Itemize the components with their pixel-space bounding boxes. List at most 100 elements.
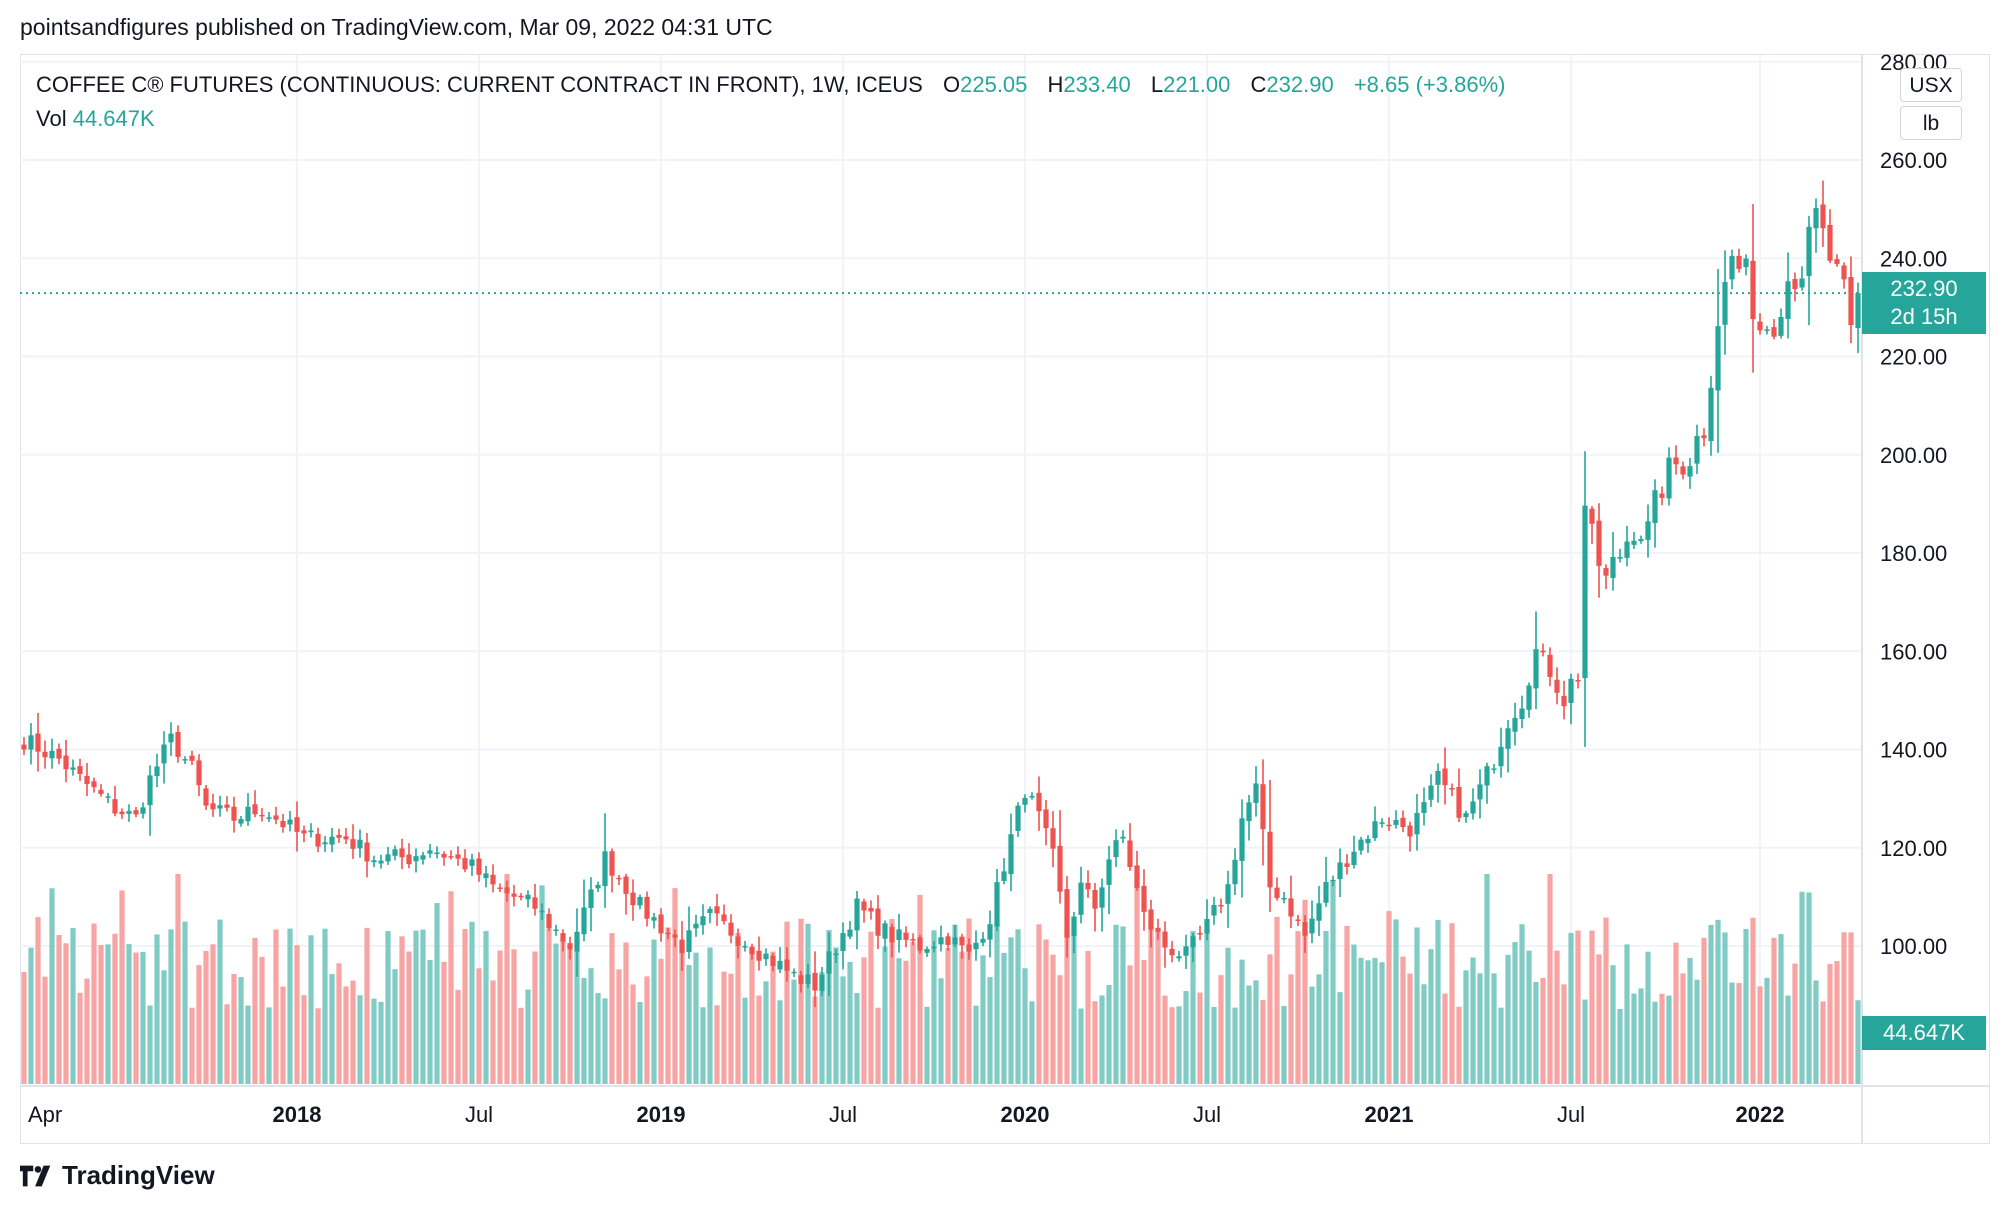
volume-bar <box>371 998 377 1084</box>
volume-bar <box>1253 980 1259 1084</box>
candle-body <box>812 972 818 991</box>
volume-bar <box>280 986 286 1084</box>
volume-bar <box>1561 984 1567 1084</box>
candle-body <box>1190 936 1196 948</box>
candle-body <box>742 946 748 948</box>
candle-body <box>1407 825 1413 837</box>
volume-bar <box>1680 973 1686 1084</box>
candle-body <box>1295 919 1301 921</box>
candle-body <box>966 944 972 952</box>
candle-body <box>154 766 160 777</box>
candle-body <box>728 922 734 936</box>
candle-body <box>287 819 293 825</box>
candle-body <box>1113 840 1119 858</box>
candle-body <box>1015 805 1021 831</box>
volume-bar <box>763 981 769 1084</box>
y-tick-label: 220.00 <box>1880 345 1947 370</box>
volume-bar <box>203 951 209 1084</box>
volume-bar <box>1806 892 1812 1084</box>
volume-bar <box>1078 1008 1084 1084</box>
candle-body <box>1519 708 1525 720</box>
candle-body <box>574 931 580 952</box>
y-tick-label: 180.00 <box>1880 541 1947 566</box>
candle-body <box>1386 824 1392 827</box>
candle-body <box>903 932 909 940</box>
tradingview-brand[interactable]: TradingView <box>20 1160 215 1191</box>
candle-body <box>203 788 209 806</box>
currency-unit-button[interactable]: USX <box>1900 68 1962 102</box>
volume-bar <box>910 941 916 1084</box>
measure-unit-button[interactable]: lb <box>1900 106 1962 140</box>
candle-body <box>406 854 412 865</box>
volume-bar <box>1484 874 1490 1084</box>
volume-bar <box>616 969 622 1084</box>
candle-body <box>1421 802 1427 813</box>
candle-body <box>1148 909 1154 930</box>
volume-bar <box>441 961 447 1084</box>
volume-bar <box>833 947 839 1084</box>
volume-bar <box>1169 1007 1175 1084</box>
volume-bar <box>1757 986 1763 1084</box>
candle-body <box>511 893 517 897</box>
candle-body <box>490 874 496 885</box>
volume-bar <box>805 923 811 1084</box>
candle-body <box>1498 746 1504 767</box>
published-by-line: pointsandfigures published on TradingVie… <box>20 14 773 40</box>
open-label: O <box>942 72 961 97</box>
volume-bar <box>224 1004 230 1084</box>
volume-bar <box>364 927 370 1084</box>
volume-bar <box>917 894 923 1084</box>
volume-bar <box>1288 974 1294 1084</box>
candle-body <box>686 930 692 953</box>
candle-body <box>420 855 426 860</box>
y-tick-label: 200.00 <box>1880 443 1947 468</box>
candle-body <box>497 887 503 890</box>
candlesticks <box>21 180 1861 1007</box>
candle-body <box>1085 882 1091 890</box>
volume-bar <box>1603 917 1609 1084</box>
candle-body <box>1169 948 1175 956</box>
chart-frame[interactable] <box>20 54 1990 1144</box>
x-tick-label: 2018 <box>273 1102 322 1127</box>
volume-bar <box>1029 1001 1035 1084</box>
candle-body <box>462 858 468 870</box>
candle-body <box>1694 435 1700 464</box>
volume-bar <box>945 947 951 1084</box>
candle-body <box>1687 466 1693 477</box>
candle-body <box>1449 787 1455 790</box>
volume-bar <box>1512 942 1518 1084</box>
candle-body <box>133 810 139 815</box>
volume-bar <box>1267 954 1273 1084</box>
candle-body <box>294 817 300 832</box>
candle-body <box>1253 783 1259 803</box>
candle-body <box>756 950 762 961</box>
x-tick-label: Jul <box>829 1102 857 1127</box>
volume-bar <box>924 1006 930 1084</box>
volume-bar <box>231 973 237 1084</box>
volume-bar <box>91 923 97 1084</box>
volume-bar <box>1610 965 1616 1084</box>
volume-bar <box>903 960 909 1084</box>
candle-body <box>245 806 251 822</box>
candle-body <box>448 856 454 858</box>
candle-body <box>1820 204 1826 229</box>
volume-bar <box>133 952 139 1084</box>
candle-body <box>280 821 286 828</box>
volume-bar <box>154 934 160 1084</box>
candle-body <box>532 897 538 909</box>
volume-bar <box>1771 937 1777 1084</box>
volume-bar <box>1673 942 1679 1084</box>
candle-body <box>1323 881 1329 903</box>
candle-body <box>518 895 524 898</box>
volume-bar <box>1687 957 1693 1084</box>
volume-bar <box>343 986 349 1084</box>
x-tick-label: 2019 <box>637 1102 686 1127</box>
volume-bar <box>1722 932 1728 1084</box>
candle-body <box>644 896 650 919</box>
candle-body <box>1036 792 1042 812</box>
candle-body <box>175 732 181 757</box>
x-tick-label: Jul <box>1557 1102 1585 1127</box>
volume-bar <box>1155 928 1161 1084</box>
volume-bar <box>686 965 692 1084</box>
